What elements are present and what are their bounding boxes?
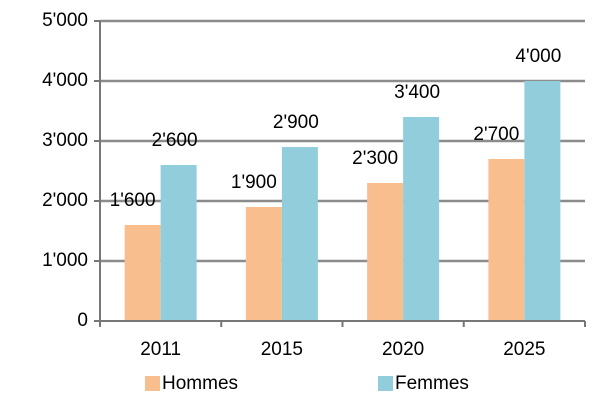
value-label: 2'300 bbox=[352, 148, 398, 169]
legend-label: Femmes bbox=[395, 373, 469, 394]
bar bbox=[281, 147, 318, 321]
x-tick-label: 2025 bbox=[503, 339, 545, 360]
y-tick-label: 0 bbox=[77, 310, 88, 331]
bar bbox=[245, 207, 282, 321]
y-tick-label: 2'000 bbox=[42, 190, 88, 211]
x-tick-label: 2015 bbox=[261, 339, 303, 360]
y-tick-label: 1'000 bbox=[42, 250, 88, 271]
bar bbox=[124, 225, 161, 321]
bar bbox=[160, 165, 197, 321]
value-label: 2'900 bbox=[273, 112, 319, 133]
legend-swatch bbox=[145, 376, 160, 391]
value-label: 1'600 bbox=[110, 190, 156, 211]
value-label: 1'900 bbox=[231, 172, 277, 193]
value-label: 4'000 bbox=[515, 46, 561, 67]
bar bbox=[524, 81, 561, 321]
x-tick-label: 2020 bbox=[382, 339, 424, 360]
legend-label: Hommes bbox=[162, 373, 238, 394]
value-label: 2'700 bbox=[473, 124, 519, 145]
x-tick-label: 2011 bbox=[140, 339, 181, 360]
bar bbox=[488, 159, 525, 321]
value-label: 2'600 bbox=[152, 130, 198, 151]
legend-swatch bbox=[378, 376, 393, 391]
bar bbox=[367, 183, 404, 321]
bar bbox=[403, 117, 440, 321]
y-tick-label: 4'000 bbox=[42, 70, 88, 91]
y-tick-label: 3'000 bbox=[42, 130, 88, 151]
y-tick-label: 5'000 bbox=[42, 10, 88, 31]
value-label: 3'400 bbox=[394, 82, 440, 103]
